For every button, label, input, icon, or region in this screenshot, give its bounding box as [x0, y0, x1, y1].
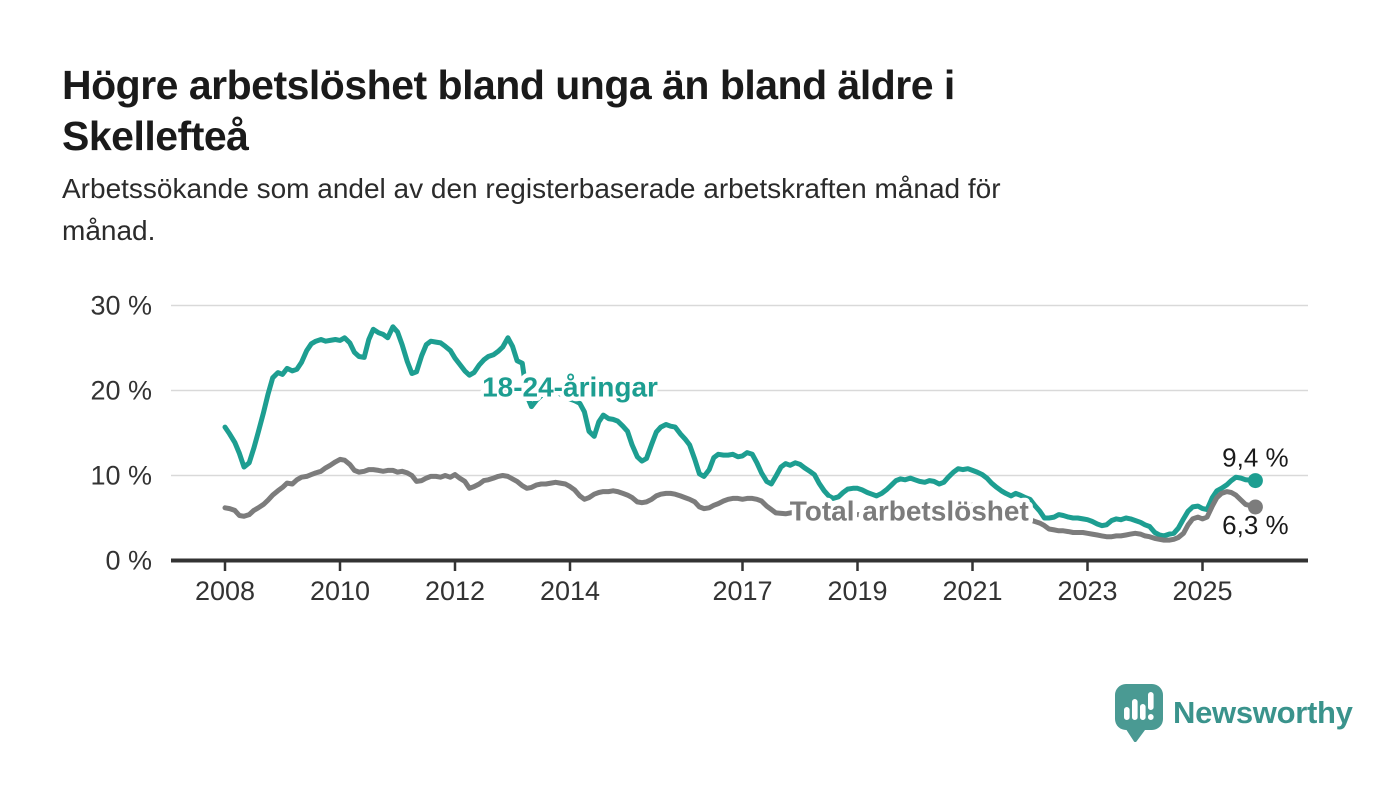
x-axis-label: 2019	[827, 576, 887, 606]
x-axis-label: 2012	[425, 576, 485, 606]
x-axis-label: 2025	[1172, 576, 1232, 606]
newsworthy-wordmark: Newsworthy	[1173, 695, 1353, 730]
y-axis-label: 20 %	[90, 376, 152, 406]
page-title: Högre arbetslöshet bland unga än bland ä…	[62, 62, 955, 160]
youth-series-line	[222, 324, 1258, 539]
newsworthy-brand: Newsworthy	[1115, 684, 1353, 742]
x-axis-label: 2023	[1057, 576, 1117, 606]
total-end-value-label: 6,3 %	[1222, 510, 1289, 540]
x-axis-label: 2010	[310, 576, 370, 606]
x-axis-label: 2008	[195, 576, 255, 606]
total-end-dot	[1247, 499, 1263, 515]
youth-end-value-label: 9,4 %	[1222, 443, 1289, 473]
y-axis-label: 30 %	[90, 291, 152, 321]
x-axis-label: 2021	[942, 576, 1002, 606]
youth-end-dot	[1247, 473, 1263, 489]
x-axis-label: 2017	[712, 576, 772, 606]
y-axis-label: 10 %	[90, 461, 152, 491]
total-series-label: Total arbetslöshet	[790, 495, 1029, 526]
total-series-line	[222, 456, 1258, 543]
newsworthy-logo-icon	[1115, 684, 1163, 742]
y-axis-label: 0 %	[105, 546, 152, 576]
page-subtitle: Arbetssökande som andel av den registerb…	[62, 173, 1001, 246]
x-axis-label: 2014	[540, 576, 600, 606]
youth-series-label: 18-24-åringar	[482, 371, 658, 402]
